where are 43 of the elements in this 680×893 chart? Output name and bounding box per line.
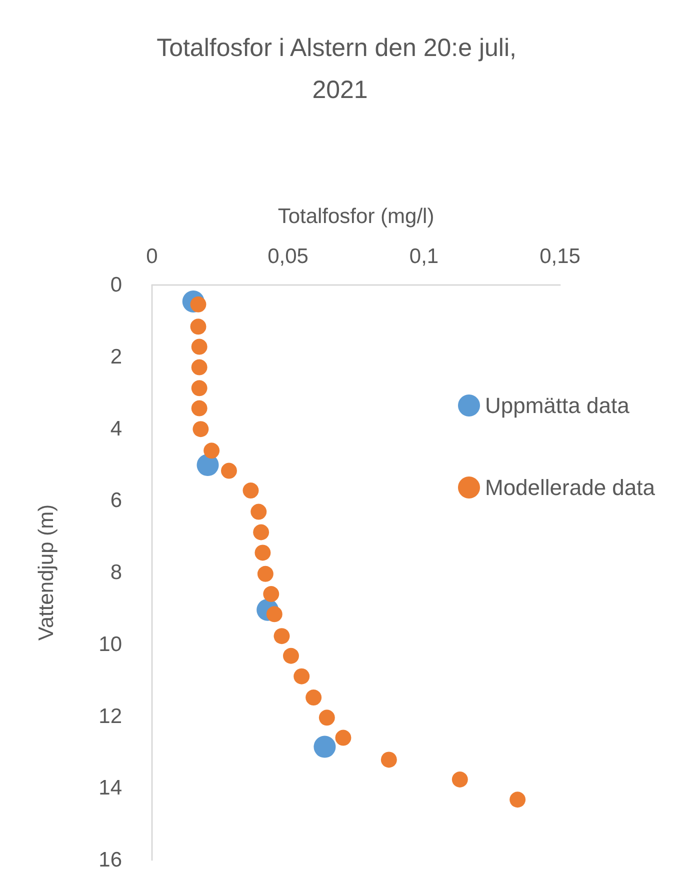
y-tick-label: 6 bbox=[110, 489, 122, 512]
y-tick-label: 14 bbox=[98, 776, 122, 800]
y-tick-label: 16 bbox=[98, 848, 122, 872]
x-tick-label: 0 bbox=[146, 245, 158, 268]
point bbox=[314, 736, 336, 758]
y-tick-label: 12 bbox=[98, 704, 122, 728]
point bbox=[220, 462, 237, 479]
x-tick-label: 0,1 bbox=[409, 245, 439, 268]
point bbox=[452, 772, 468, 788]
y-axis-title: Vattendjup (m) bbox=[35, 504, 58, 641]
legend-label: Modellerade data bbox=[484, 475, 656, 500]
y-tick-label: 2 bbox=[110, 345, 122, 368]
legend-label: Uppmätta data bbox=[484, 393, 630, 418]
point bbox=[263, 586, 280, 602]
point bbox=[283, 648, 299, 664]
point bbox=[191, 400, 208, 416]
point bbox=[306, 690, 322, 706]
point bbox=[191, 359, 208, 376]
point bbox=[380, 752, 397, 768]
x-tick-label: 0,05 bbox=[268, 245, 308, 268]
chart-title: Totalfosfor i Alstern den 20:e juli, 2021 bbox=[156, 34, 524, 104]
y-tick-label: 4 bbox=[110, 417, 122, 440]
point bbox=[257, 566, 274, 582]
point bbox=[318, 710, 335, 726]
point bbox=[242, 482, 259, 499]
point bbox=[510, 792, 526, 808]
point bbox=[204, 442, 220, 459]
point bbox=[335, 730, 352, 746]
point bbox=[191, 380, 208, 396]
point bbox=[253, 524, 270, 540]
y-tick-label: 10 bbox=[98, 632, 122, 656]
point bbox=[274, 628, 290, 644]
point bbox=[191, 338, 208, 355]
point bbox=[250, 504, 267, 520]
y-tick-label: 0 bbox=[110, 274, 122, 296]
y-tick-label: 8 bbox=[110, 561, 122, 584]
point bbox=[254, 544, 271, 561]
point bbox=[196, 454, 219, 476]
point bbox=[190, 318, 206, 335]
point bbox=[294, 668, 310, 684]
x-axis-title: Totalfosfor (mg/l) bbox=[278, 205, 434, 228]
x-tick-label: 0,15 bbox=[540, 245, 580, 268]
point bbox=[192, 421, 209, 438]
